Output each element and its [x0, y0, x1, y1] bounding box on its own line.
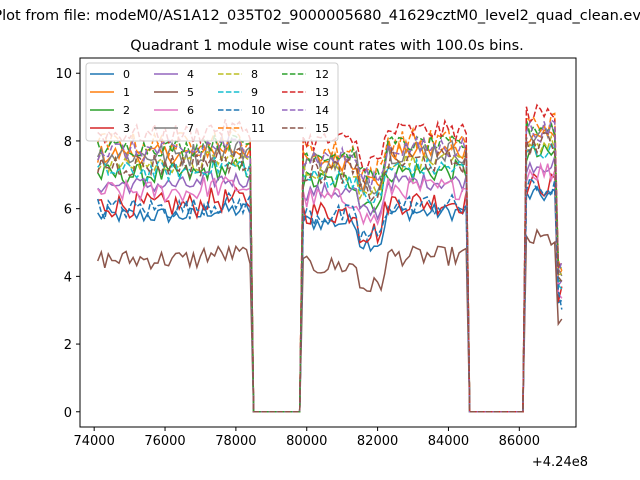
series-line-2 [97, 142, 562, 413]
legend-label-6: 6 [187, 104, 194, 117]
x-tick-label: 76000 [144, 434, 185, 449]
series-line-12 [96, 119, 563, 413]
y-tick-label: 8 [64, 135, 72, 150]
legend-label-13: 13 [315, 86, 329, 99]
legend-label-4: 4 [187, 68, 194, 81]
series-line-3 [97, 172, 563, 413]
legend-label-15: 15 [315, 122, 329, 135]
legend-label-0: 0 [123, 68, 130, 81]
series-line-15 [96, 131, 563, 413]
legend-label-8: 8 [251, 68, 258, 81]
x-tick-label: 80000 [286, 434, 327, 449]
x-tick-label: 78000 [215, 434, 256, 449]
y-tick-label: 2 [64, 338, 72, 353]
legend-label-14: 14 [315, 104, 329, 117]
chart-title: Quadrant 1 module wise count rates with … [130, 38, 524, 54]
legend-label-9: 9 [251, 86, 258, 99]
x-tick-label: 84000 [428, 434, 469, 449]
legend-label-10: 10 [251, 104, 265, 117]
series-line-5 [97, 228, 563, 413]
x-tick-label: 86000 [499, 434, 540, 449]
legend-frame [85, 62, 339, 142]
x-tick-label: 74000 [73, 434, 114, 449]
legend-label-7: 7 [187, 122, 194, 135]
legend-label-3: 3 [123, 122, 130, 135]
series-line-10 [96, 176, 563, 413]
plot-frame [79, 57, 577, 428]
legend-label-5: 5 [187, 86, 194, 99]
y-tick-label: 10 [55, 67, 72, 82]
x-tick-label: 82000 [357, 434, 398, 449]
legend-label-12: 12 [315, 68, 329, 81]
y-tick-label: 4 [64, 270, 72, 285]
series-line-6 [97, 161, 563, 413]
legend-label-2: 2 [123, 104, 130, 117]
x-axis-offset-label: +4.24e8 [532, 455, 588, 470]
figure-suptitle: Plot from file: modeM0/AS1A12_035T02_900… [0, 8, 640, 24]
y-tick-label: 6 [64, 203, 72, 218]
legend-label-1: 1 [123, 86, 130, 99]
axes-ticks: 74000 76000 78000 80000 82000 84000 86000 0 2 4 6 8… [55, 67, 540, 449]
legend-label-11: 11 [251, 122, 265, 135]
y-tick-label: 0 [64, 406, 72, 421]
